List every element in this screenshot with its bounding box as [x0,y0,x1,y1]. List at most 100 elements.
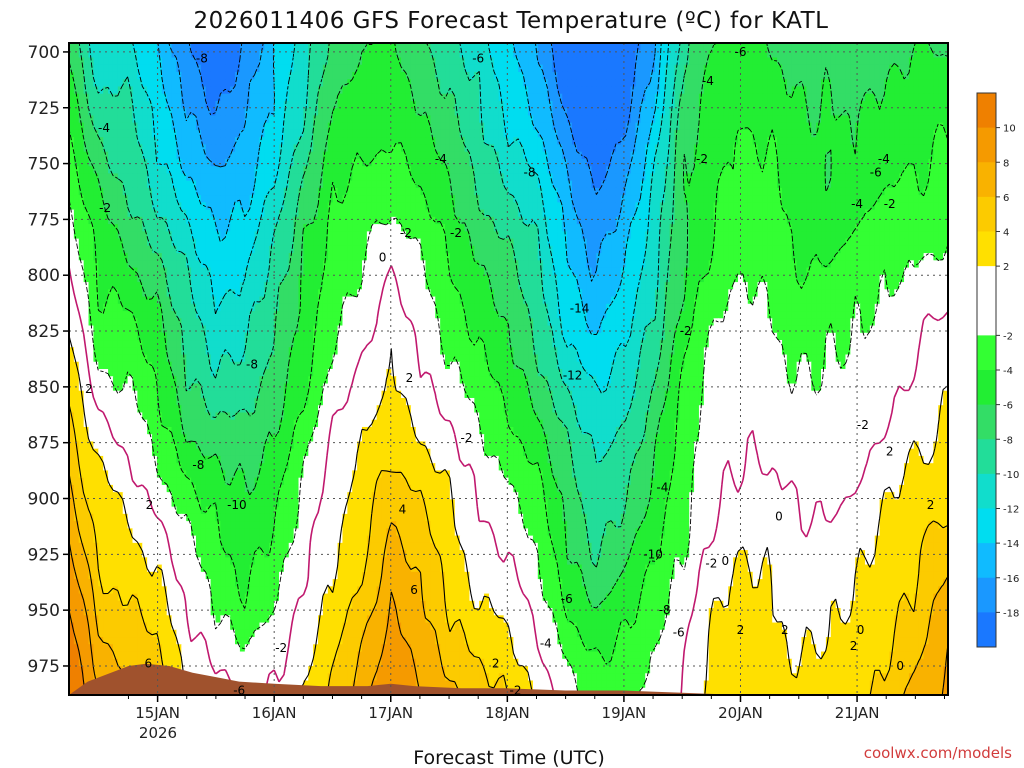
field-cell [855,50,861,59]
field-cell [752,231,759,240]
field-cell [733,238,739,247]
field-cell [186,115,192,124]
field-cell [620,151,627,160]
field-cell [332,195,339,203]
field-cell [684,100,690,109]
field-cell [591,216,597,225]
field-cell [728,158,734,167]
field-cell [440,71,446,80]
field-cell [864,166,871,174]
field-cell [122,57,129,66]
field-cell [806,137,812,146]
field-cell [464,216,471,225]
field-cell [449,166,456,174]
field-cell [410,71,417,80]
field-cell [513,187,519,196]
field-cell [733,79,739,88]
field-cell [601,166,607,174]
field-cell [747,79,754,88]
field-cell [396,195,402,203]
field-cell [215,173,221,182]
field-cell [171,108,178,117]
field-cell [840,231,847,240]
field-cell [362,43,368,51]
field-cell [733,50,739,59]
field-cell [127,64,134,73]
field-cell [357,108,363,117]
field-cell [913,71,920,80]
field-cell [576,158,583,167]
field-cell [322,93,329,102]
field-cell [318,57,324,66]
field-cell [830,195,837,203]
field-cell [127,43,134,51]
field-cell [703,79,710,88]
field-cell [552,158,558,167]
field-cell [293,79,300,88]
field-cell [498,238,505,247]
field-cell [557,108,563,117]
field-cell [264,43,270,51]
field-cell [259,166,265,174]
field-cell [908,173,915,182]
field-cell [186,158,192,167]
field-cell [786,108,793,117]
field-cell [669,144,676,153]
field-cell [645,71,651,80]
field-cell [684,195,690,203]
field-cell [347,122,353,131]
field-cell [420,86,427,95]
field-cell [161,238,168,247]
field-cell [191,187,197,196]
field-cell [352,231,358,240]
field-cell [137,50,143,59]
field-cell [562,144,568,153]
field-cell [528,173,534,182]
field-cell [83,144,90,153]
field-cell [152,108,158,117]
field-cell [342,209,348,218]
field-cell [415,151,422,160]
field-cell [347,151,353,160]
field-cell [816,43,822,51]
field-cell [576,86,583,95]
field-cell [98,129,104,138]
field-cell [630,158,637,167]
field-cell [464,166,471,174]
field-cell [156,173,163,182]
field-cell [69,93,75,102]
field-cell [669,180,676,189]
field-cell [161,209,168,218]
field-cell [88,79,95,88]
field-cell [728,202,734,211]
field-cell [327,50,334,59]
field-cell [142,86,148,95]
field-cell [454,137,461,146]
field-cell [171,64,178,73]
field-cell [259,202,265,211]
field-cell [313,57,319,66]
field-cell [674,238,681,247]
field-cell [142,79,148,88]
field-cell [484,86,490,95]
field-cell [586,224,593,232]
field-cell [244,50,251,59]
field-cell [752,216,759,225]
field-cell [923,180,930,189]
field-cell [606,115,612,124]
field-cell [928,108,934,117]
field-cell [552,231,558,240]
field-cell [830,129,837,138]
field-cell [825,216,832,225]
field-cell [943,57,949,66]
field-cell [571,238,578,247]
field-cell [269,180,275,189]
field-cell [269,93,275,102]
field-cell [376,209,383,218]
field-cell [772,216,778,225]
field-cell [528,187,534,196]
field-cell [718,180,724,189]
field-cell [171,151,178,160]
field-cell [161,187,168,196]
field-cell [889,224,895,232]
